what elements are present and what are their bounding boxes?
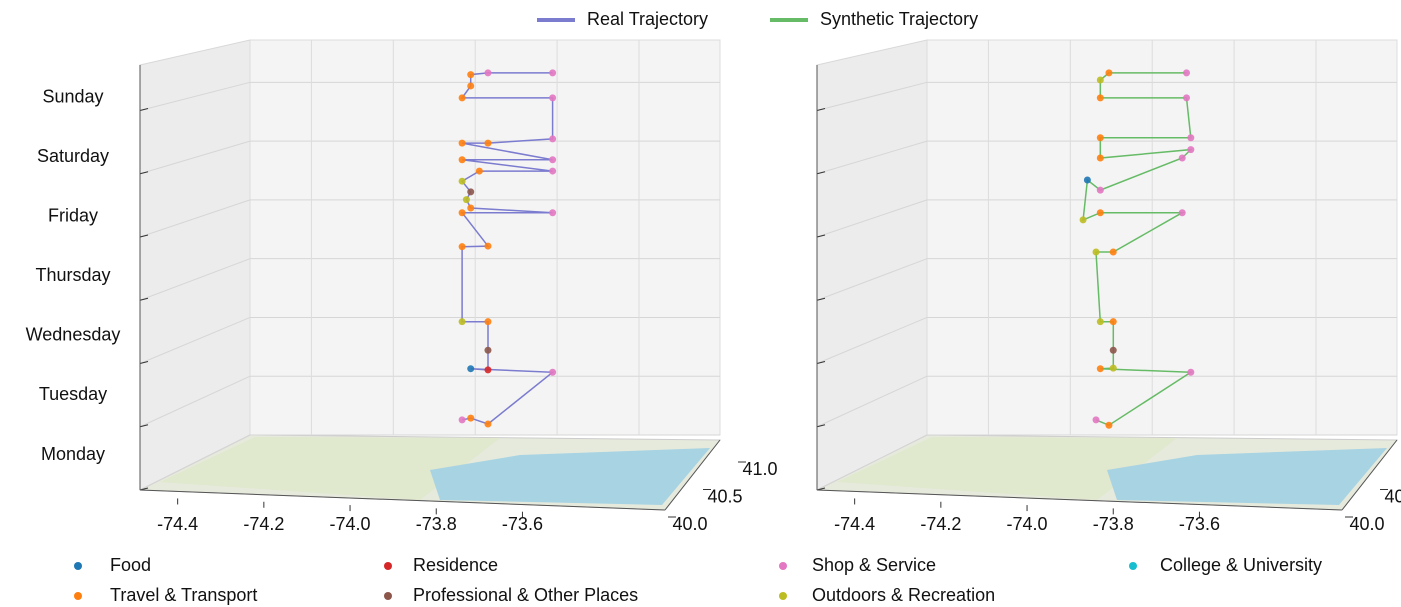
legend-label: Shop & Service <box>812 555 936 575</box>
legend-marker <box>74 592 82 600</box>
trajectory-point <box>459 318 466 325</box>
legend-label: College & University <box>1160 555 1322 575</box>
trajectory-point <box>1105 69 1112 76</box>
y-tick-label: 41.0 <box>742 459 777 479</box>
legend-marker <box>1129 562 1137 570</box>
trajectory-point <box>1110 318 1117 325</box>
trajectory-point <box>549 209 556 216</box>
trajectory-point <box>1179 154 1186 161</box>
trajectory-point <box>1097 154 1104 161</box>
trajectory-point <box>1110 249 1117 256</box>
z-tick-label: Sunday <box>42 87 103 107</box>
x-tick-label: -74.4 <box>157 514 198 534</box>
trajectory-point <box>459 209 466 216</box>
y-tick-label: 40.0 <box>672 514 707 534</box>
trajectory-point <box>1097 77 1104 84</box>
trajectory-point <box>1105 422 1112 429</box>
trajectory-point <box>467 415 474 422</box>
legend-label: Outdoors & Recreation <box>812 585 995 605</box>
trajectory-point <box>1187 146 1194 153</box>
trajectory-point <box>549 69 556 76</box>
x-tick-label: -73.8 <box>416 514 457 534</box>
trajectory-point <box>484 347 491 354</box>
trajectory-point <box>1183 94 1190 101</box>
trajectory-point <box>549 168 556 175</box>
trajectory-point <box>549 135 556 142</box>
trajectory-point <box>467 204 474 211</box>
x-tick-label: -74.2 <box>920 514 961 534</box>
trajectory-point <box>463 196 470 203</box>
legend-marker <box>779 562 787 570</box>
legend-label: Professional & Other Places <box>413 585 638 605</box>
y-tick-label: 40.5 <box>707 486 742 506</box>
legend-label: Residence <box>413 555 498 575</box>
z-tick-label: Tuesday <box>39 384 107 404</box>
trajectory-point <box>1097 94 1104 101</box>
trajectory-point <box>459 178 466 185</box>
trajectory-point <box>484 69 491 76</box>
trajectory-point <box>467 82 474 89</box>
x-tick-label: -74.0 <box>330 514 371 534</box>
trajectory-point <box>1093 416 1100 423</box>
trajectory-point <box>467 188 474 195</box>
legend-label: Real Trajectory <box>587 9 708 29</box>
trajectory-point <box>459 140 466 147</box>
trajectory-point <box>484 366 491 373</box>
x-tick-label: -73.6 <box>1179 514 1220 534</box>
x-tick-label: -73.8 <box>1093 514 1134 534</box>
z-tick-label: Monday <box>41 444 105 464</box>
trajectory-point <box>484 421 491 428</box>
trajectory-point <box>459 94 466 101</box>
trajectory-point <box>1187 134 1194 141</box>
trajectory-point <box>1179 209 1186 216</box>
x-tick-label: -74.0 <box>1007 514 1048 534</box>
trajectory-point <box>1093 249 1100 256</box>
trajectory-point <box>1097 318 1104 325</box>
trajectory-point <box>476 168 483 175</box>
z-tick-label: Saturday <box>37 146 109 166</box>
legend-label: Food <box>110 555 151 575</box>
legend-label: Travel & Transport <box>110 585 257 605</box>
trajectory-point <box>1080 216 1087 223</box>
z-tick-label: Thursday <box>35 265 110 285</box>
x-tick-label: -74.4 <box>834 514 875 534</box>
trajectory-point <box>1097 365 1104 372</box>
trajectory-point <box>484 243 491 250</box>
trajectory-point <box>484 318 491 325</box>
trajectory-point <box>1110 365 1117 372</box>
x-tick-label: -74.2 <box>243 514 284 534</box>
trajectory-point <box>484 140 491 147</box>
trajectory-point <box>459 243 466 250</box>
trajectory-point <box>459 156 466 163</box>
legend-marker <box>779 592 787 600</box>
z-tick-label: Wednesday <box>26 325 121 345</box>
trajectory-point <box>467 365 474 372</box>
legend-marker <box>384 592 392 600</box>
trajectory-point <box>1183 69 1190 76</box>
trajectory-point <box>1097 209 1104 216</box>
trajectory-point <box>1187 369 1194 376</box>
trajectory-point <box>1084 177 1091 184</box>
legend-marker <box>74 562 82 570</box>
figure: Monday Tuesday Wednesday Thursday Friday Satu… <box>0 0 1401 607</box>
legend-label: Synthetic Trajectory <box>820 9 978 29</box>
y-tick-label: 40.0 <box>1349 514 1384 534</box>
z-tick-label: Friday <box>48 206 98 226</box>
trajectory-point <box>549 94 556 101</box>
trajectory-point <box>459 416 466 423</box>
trajectory-point <box>467 71 474 78</box>
legend-marker <box>384 562 392 570</box>
trajectory-point <box>549 369 556 376</box>
trajectory-point <box>1110 347 1117 354</box>
x-tick-label: -73.6 <box>502 514 543 534</box>
trajectory-point <box>1097 134 1104 141</box>
y-tick-label: 40.5 <box>1384 486 1401 506</box>
trajectory-point <box>1097 187 1104 194</box>
trajectory-point <box>549 156 556 163</box>
